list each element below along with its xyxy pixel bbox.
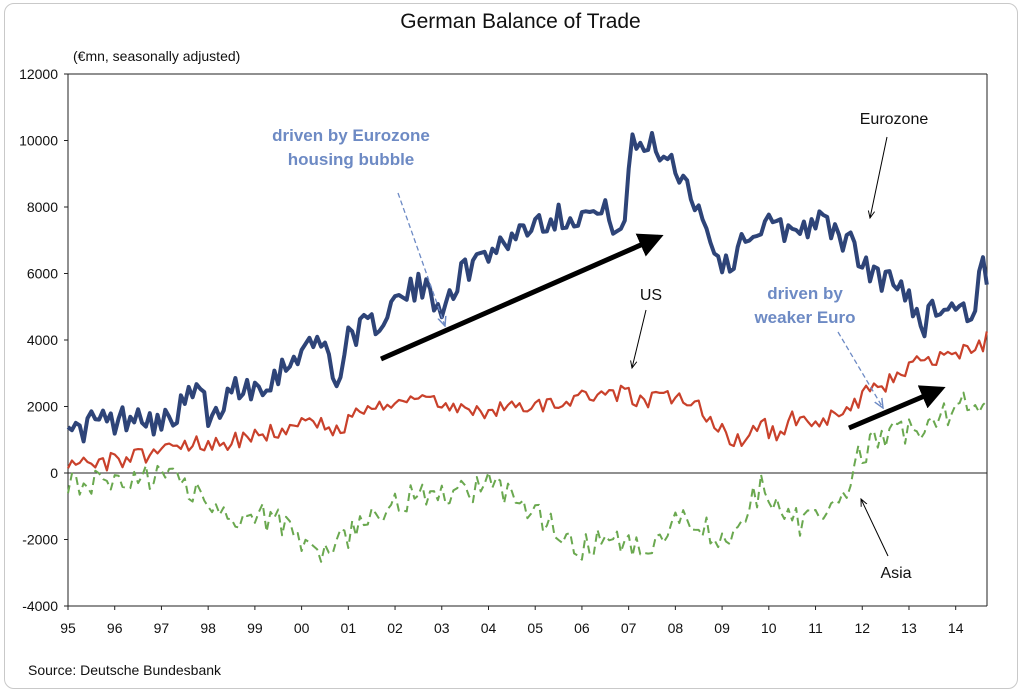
x-ticks: 95 96 97 98 99 00 01 02 03 04 05 06 07 08 09 10 11 12 13 14 bbox=[60, 606, 964, 636]
eurozone-label-arrow bbox=[870, 136, 888, 218]
annotation-eurozone-driver-line1: driven by Eurozone bbox=[272, 126, 430, 145]
series-group bbox=[66, 131, 989, 563]
x-tick-label: 11 bbox=[808, 620, 823, 636]
x-tick-label: 96 bbox=[107, 620, 123, 636]
annotation-weaker-euro-line1: driven by bbox=[767, 284, 843, 303]
annotation-weaker-euro-line2: weaker Euro bbox=[753, 308, 855, 327]
x-tick-label: 95 bbox=[60, 620, 76, 636]
x-tick-label: 00 bbox=[294, 620, 310, 636]
source-note: Source: Deutsche Bundesbank bbox=[28, 662, 222, 678]
y-tick-label: 2000 bbox=[27, 399, 58, 415]
x-tick-label: 99 bbox=[247, 620, 263, 636]
axes bbox=[67, 73, 988, 607]
y-ticks: 12000 10000 8000 6000 4000 2000 0 -2000 -4000 bbox=[19, 66, 68, 614]
x-tick-label: 01 bbox=[341, 620, 357, 636]
x-tick-label: 07 bbox=[621, 620, 637, 636]
asia-trend-arrow bbox=[848, 385, 946, 431]
y-tick-label: 6000 bbox=[27, 266, 58, 282]
y-tick-label: 4000 bbox=[27, 332, 58, 348]
x-tick-label: 08 bbox=[668, 620, 684, 636]
x-tick-label: 02 bbox=[387, 620, 403, 636]
x-tick-label: 03 bbox=[434, 620, 450, 636]
x-tick-label: 10 bbox=[761, 620, 777, 636]
x-tick-label: 04 bbox=[481, 620, 497, 636]
x-tick-label: 13 bbox=[901, 620, 917, 636]
y-tick-label: 12000 bbox=[19, 66, 58, 82]
label-eurozone: Eurozone bbox=[860, 111, 929, 128]
x-tick-label: 98 bbox=[200, 620, 216, 636]
x-tick-label: 05 bbox=[527, 620, 543, 636]
chart-title: German Balance of Trade bbox=[400, 10, 641, 33]
x-tick-label: 97 bbox=[154, 620, 170, 636]
annotations: driven by Eurozone housing bubble driven… bbox=[272, 111, 946, 582]
series-line-asia bbox=[67, 391, 988, 563]
weaker-euro-arrow bbox=[837, 331, 883, 408]
asia-label-arrow bbox=[861, 499, 889, 557]
x-tick-label: 09 bbox=[714, 620, 730, 636]
y-tick-label: -4000 bbox=[22, 598, 58, 614]
x-tick-label: 06 bbox=[574, 620, 590, 636]
x-tick-label: 14 bbox=[948, 620, 964, 636]
label-us: US bbox=[640, 287, 662, 304]
x-tick-label: 12 bbox=[854, 620, 870, 636]
y-tick-label: 0 bbox=[50, 465, 58, 481]
eurozone-trend-arrow bbox=[379, 233, 664, 362]
label-asia: Asia bbox=[880, 565, 911, 582]
series-line-us bbox=[67, 331, 988, 472]
chart-subtitle: (€mn, seasonally adjusted) bbox=[73, 48, 241, 64]
y-tick-label: 10000 bbox=[19, 133, 58, 149]
us-label-arrow bbox=[632, 309, 647, 368]
y-tick-label: 8000 bbox=[27, 199, 58, 215]
annotation-eurozone-driver-line2: housing bubble bbox=[288, 150, 415, 169]
series-line-eurozone bbox=[66, 131, 989, 444]
chart-frame bbox=[4, 3, 1018, 689]
y-tick-label: -2000 bbox=[22, 532, 58, 548]
